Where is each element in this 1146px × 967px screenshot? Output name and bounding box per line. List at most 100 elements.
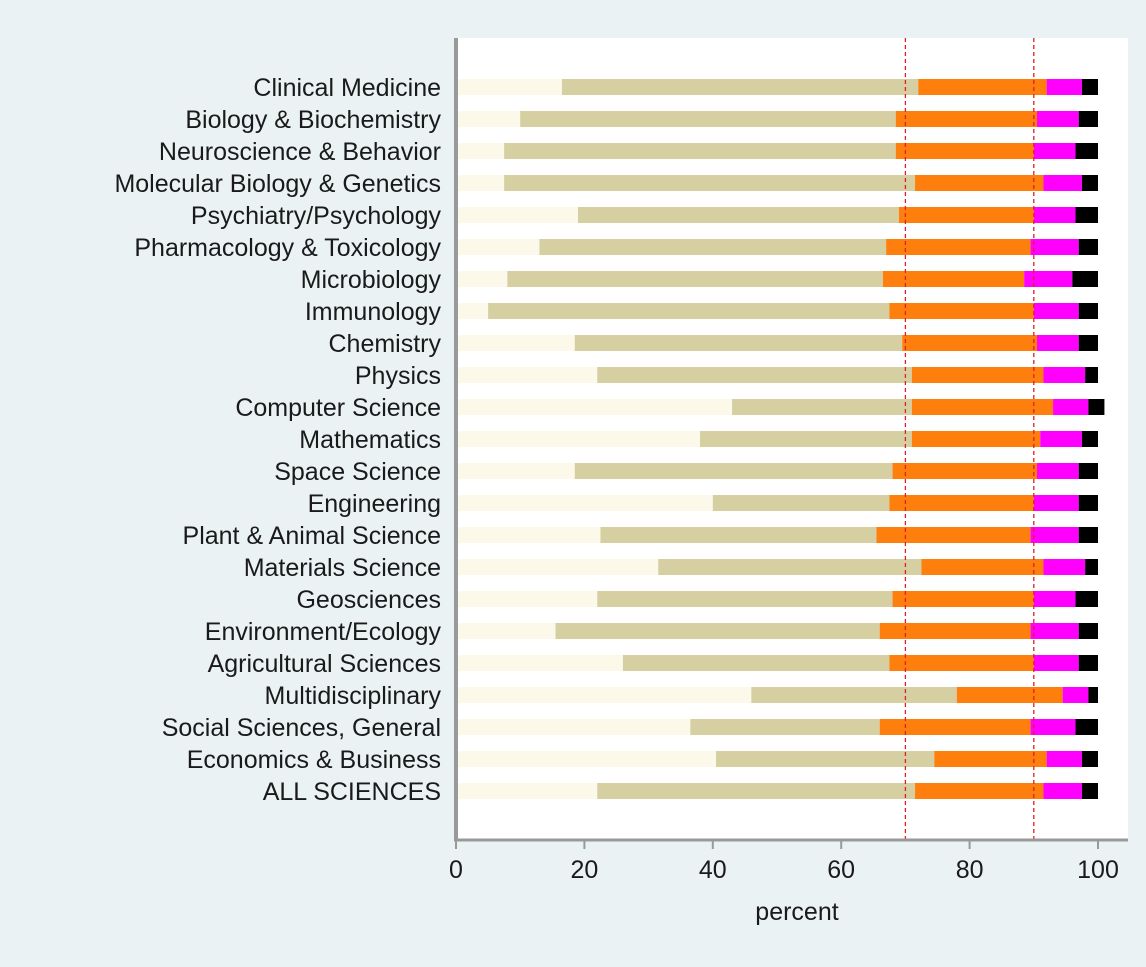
bar-segment [597, 591, 893, 607]
bar-segment [456, 687, 752, 703]
category-label: Pharmacology & Toxicology [134, 234, 441, 262]
bar-segment [456, 175, 505, 191]
bar-segment [456, 271, 508, 287]
bar-segment [1037, 111, 1079, 127]
bar-segment [716, 751, 935, 767]
x-axis-title: percent [755, 898, 838, 926]
bar-segment [1033, 591, 1076, 607]
bar-segment [1030, 239, 1079, 255]
bar-segment [918, 79, 1047, 95]
bar-segment [1046, 751, 1082, 767]
category-label: ALL SCIENCES [263, 778, 441, 806]
bar-segment [1062, 687, 1089, 703]
bar-segment [1078, 303, 1098, 319]
bar-segment [456, 751, 717, 767]
bar-segment [882, 271, 1025, 287]
bar-segment [1081, 751, 1098, 767]
bar-segment [1030, 623, 1079, 639]
x-tick-label: 100 [1077, 856, 1119, 884]
bar-segment [1075, 143, 1098, 159]
bar-segment [539, 239, 887, 255]
bar-segment [895, 111, 1038, 127]
category-label: Immunology [305, 298, 442, 326]
category-label: Multidisciplinary [265, 682, 442, 710]
bar-segment [876, 527, 1031, 543]
bar-segment [1024, 271, 1073, 287]
bar-segment [456, 207, 578, 223]
category-label: Chemistry [328, 330, 441, 358]
category-label: Physics [355, 362, 441, 390]
bar-segment [886, 239, 1031, 255]
bar-segment [456, 399, 733, 415]
bar-segment [1046, 79, 1082, 95]
bar-segment [507, 271, 883, 287]
bar-segment [898, 207, 1034, 223]
x-tick-label: 20 [570, 856, 598, 884]
bar-segment [1033, 207, 1076, 223]
bar-segment [1078, 623, 1098, 639]
bar-segment [879, 623, 1031, 639]
bar-segment [1078, 111, 1098, 127]
bar-segment [1081, 783, 1098, 799]
category-label: Clinical Medicine [253, 74, 441, 102]
bar-segment [1078, 527, 1098, 543]
bar-segment [456, 335, 575, 351]
bar-segment [1078, 335, 1098, 351]
bar-segment [879, 719, 1031, 735]
bar-segment [520, 111, 896, 127]
bar-segment [456, 623, 556, 639]
bar-segment [456, 495, 713, 511]
category-label: Microbiology [301, 266, 442, 294]
bar-segment [1043, 175, 1082, 191]
bar-segment [456, 367, 598, 383]
bars-group [456, 79, 1105, 799]
bar-segment [456, 303, 489, 319]
bar-segment [456, 431, 700, 447]
bar-segment [1040, 431, 1082, 447]
bar-segment [911, 399, 1054, 415]
bar-segment [934, 751, 1047, 767]
category-label: Computer Science [235, 394, 441, 422]
bar-segment [456, 527, 601, 543]
x-tick-label: 60 [827, 856, 855, 884]
bar-segment [488, 303, 890, 319]
bar-segment [1085, 367, 1098, 383]
bar-segment [597, 783, 916, 799]
bar-segment [902, 335, 1038, 351]
category-label: Biology & Biochemistry [185, 106, 441, 134]
bar-segment [915, 783, 1044, 799]
bar-segment [911, 431, 1041, 447]
category-label: Engineering [308, 490, 441, 518]
bar-segment [1075, 719, 1098, 735]
x-tick-label: 0 [449, 856, 463, 884]
bar-segment [597, 367, 912, 383]
bar-segment [751, 687, 957, 703]
bar-segment [911, 367, 1044, 383]
bar-segment [456, 79, 562, 95]
bar-segment [915, 175, 1044, 191]
category-label: Mathematics [299, 426, 441, 454]
category-label: Space Science [274, 458, 441, 486]
bar-segment [1085, 559, 1098, 575]
bar-segment [600, 527, 877, 543]
bar-segment [555, 623, 880, 639]
x-tick-label: 40 [699, 856, 727, 884]
bar-segment [690, 719, 880, 735]
category-label: Neuroscience & Behavior [159, 138, 441, 166]
bar-segment [1033, 655, 1079, 671]
bar-segment [1081, 431, 1098, 447]
bar-segment [574, 335, 903, 351]
category-label: Molecular Biology & Genetics [114, 170, 441, 198]
bar-segment [574, 463, 893, 479]
bar-segment [456, 463, 575, 479]
bar-segment [456, 783, 598, 799]
bar-segment [1030, 527, 1079, 543]
category-label: Environment/Ecology [205, 618, 442, 646]
reference-lines-group [904, 38, 1035, 840]
bar-segment [1043, 783, 1082, 799]
bar-segment [732, 399, 912, 415]
bar-segment [1033, 143, 1076, 159]
bar-segment [504, 143, 896, 159]
category-label: Economics & Business [187, 746, 441, 774]
bar-segment [622, 655, 890, 671]
